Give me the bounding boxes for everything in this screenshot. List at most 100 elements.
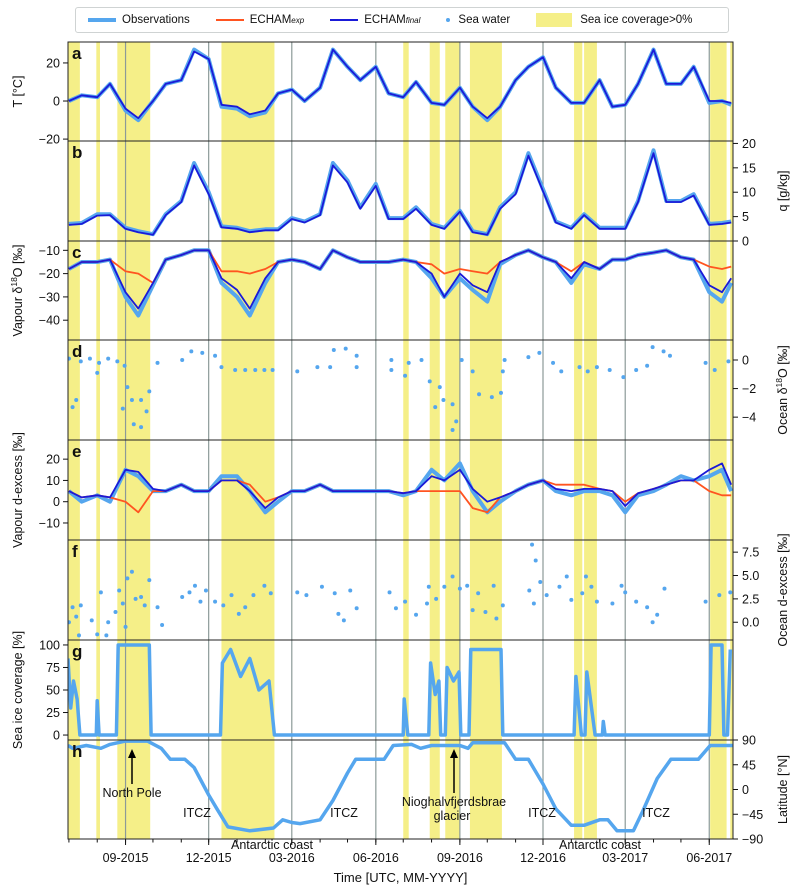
sea-water-point	[213, 353, 218, 358]
sea-water-point	[268, 591, 273, 596]
y-tick-label: 0	[53, 495, 60, 509]
sea-water-point	[142, 603, 147, 608]
sea-water-point	[531, 601, 536, 606]
sea-water-point	[483, 609, 488, 614]
sea-water-point	[251, 593, 256, 598]
sea-water-point	[233, 368, 238, 372]
sea-water-point	[634, 599, 639, 604]
sea-water-point	[491, 583, 496, 588]
sea-water-point	[500, 603, 505, 608]
y-label-text: O [‰]	[776, 345, 790, 378]
sea-water-point	[538, 580, 543, 585]
y-tick-label: 7.5	[742, 546, 759, 560]
y-tick-label: 10	[46, 474, 60, 488]
sea-water-point	[544, 593, 549, 598]
series-echam-final-line	[68, 48, 732, 120]
legend-sea-water: Sea water	[446, 14, 510, 26]
series-observations-line	[68, 148, 732, 237]
y-axis-label: Ocean δ18O [‰]	[774, 345, 790, 434]
y-tick-label: 2.5	[742, 592, 759, 606]
panel-d-plot-area	[68, 345, 731, 432]
sea-water-point	[131, 422, 136, 427]
legend-echam-final-label: ECHAM	[364, 14, 406, 26]
sea-water-point	[580, 591, 585, 596]
sea-water-point	[229, 593, 234, 598]
y-label-text: T [°C]	[11, 76, 25, 108]
y-label-superscript: 18	[774, 378, 784, 388]
x-tick-label: 06-2017	[686, 851, 732, 865]
sea-water-point	[717, 593, 722, 598]
sea-water-point	[125, 385, 130, 390]
y-axis-label: Sea ice coverage [%]	[11, 631, 25, 749]
y-tick-label: 10	[742, 186, 756, 200]
sea-water-point	[457, 586, 462, 591]
sea-water-point	[406, 360, 411, 365]
y-tick-label: 15	[742, 161, 756, 175]
x-axis-label: Time [UTC, MM-YYYY]	[334, 870, 468, 885]
panel-frame	[67, 140, 734, 242]
y-tick-label: 45	[742, 758, 756, 772]
annotation-label: Antarctic coast	[559, 838, 642, 852]
sea-water-point	[470, 369, 475, 374]
y-tick-label: 20	[46, 56, 60, 70]
sea-water-point	[348, 588, 353, 593]
sea-water-point	[155, 605, 160, 610]
sea-water-point	[389, 358, 394, 362]
panel-letter: a	[72, 44, 82, 63]
annotation-label-line2: glacier	[434, 809, 471, 823]
sea-water-point	[198, 599, 203, 604]
sea-water-point	[557, 584, 562, 589]
legend-observations: Observations	[88, 14, 190, 26]
observations-line	[68, 740, 733, 833]
sea-water-point	[115, 359, 120, 364]
sea-water-point	[537, 350, 542, 355]
sea-water-point	[564, 574, 569, 579]
y-tick-label: 0	[53, 729, 60, 743]
sea-water-point	[442, 584, 447, 589]
series-observations-line	[68, 461, 733, 515]
arrow-up-icon	[450, 749, 458, 758]
y-label-text: Ocean d-excess [‰]	[776, 533, 790, 646]
sea-water-point	[315, 365, 320, 370]
sea-water-point	[477, 392, 482, 397]
legend-observations-label: Observations	[122, 14, 190, 26]
sea-water-dot-swatch	[446, 18, 451, 22]
sea-water-point	[354, 606, 359, 611]
sea-water-point	[389, 368, 394, 372]
sea-water-point	[203, 588, 208, 593]
annotation-label: ITCZ	[528, 806, 556, 820]
sea-water-point	[414, 612, 419, 617]
sea-water-point	[594, 365, 599, 370]
y-tick-label: −4	[742, 411, 756, 425]
sea-water-point	[133, 596, 138, 601]
sea-water-point	[122, 363, 127, 368]
sea-water-point	[419, 358, 424, 362]
y-axis-label: Ocean d-excess [‰]	[776, 533, 790, 646]
y-tick-label: −90	[742, 833, 763, 847]
annotation-label: North Pole	[102, 786, 161, 800]
sea-water-point	[262, 368, 267, 372]
sea-water-point	[387, 590, 392, 595]
sea-water-point	[243, 368, 248, 372]
sea-water-point	[703, 360, 708, 365]
y-label-text: Ocean δ	[776, 387, 790, 434]
y-tick-label: 0	[742, 783, 749, 797]
sea-water-point	[78, 603, 83, 608]
sea-water-point	[426, 584, 431, 589]
sea-water-point	[87, 356, 92, 361]
sea-water-point	[559, 369, 564, 374]
sea-water-point	[661, 349, 666, 354]
panel-e-plot-area	[68, 461, 733, 515]
legend-sea-ice-label: Sea ice coverage>0%	[580, 14, 693, 26]
sea-water-point	[106, 620, 111, 625]
sea-water-point	[187, 590, 192, 595]
sea-water-point	[459, 358, 464, 362]
sea-water-point	[123, 624, 128, 629]
sea-water-point	[70, 605, 75, 610]
legend-sea-ice: Sea ice coverage>0%	[536, 13, 692, 27]
series-echam-final-line	[68, 462, 733, 510]
y-tick-label: −20	[39, 133, 60, 147]
y-axis-label: T [°C]	[11, 76, 25, 108]
panel-frame	[67, 539, 734, 641]
sea-water-point	[527, 588, 532, 593]
